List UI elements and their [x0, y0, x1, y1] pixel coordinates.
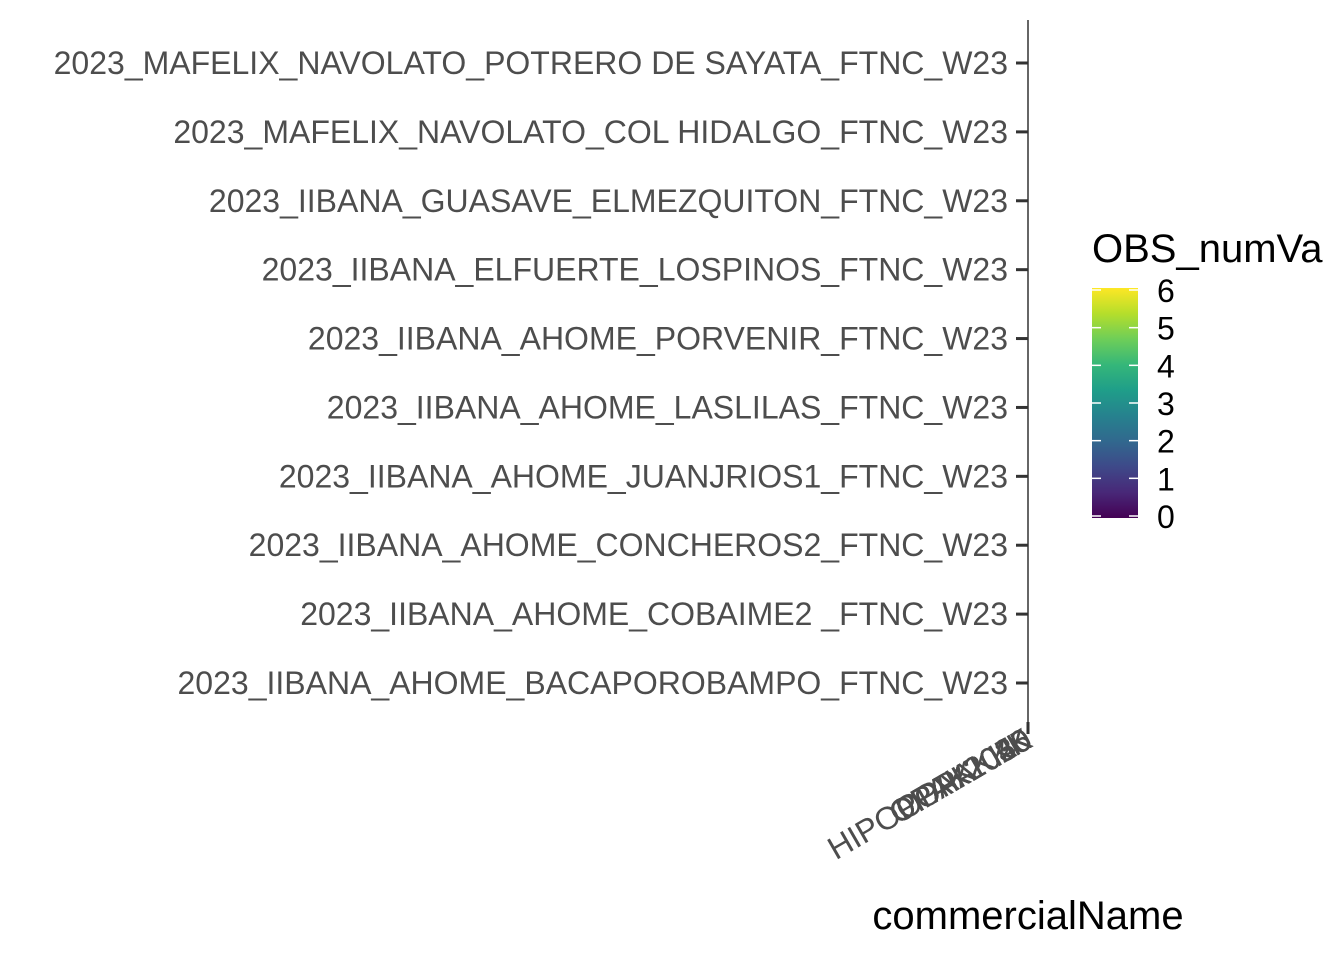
x-axis-title: commercialName	[872, 894, 1183, 938]
x-axis-tick-labels: HIPOPOPAKKKOPAKKKKOPAK2025OPAK2030OPAK20…	[821, 721, 1037, 867]
legend-tick-label: 0	[1157, 499, 1175, 535]
y-tick-label: 2023_IIBANA_ELFUERTE_LOSPINOS_FTNC_W23	[262, 252, 1008, 288]
x-tick-label: OPAK2050	[883, 721, 1038, 831]
y-tick-label: 2023_MAFELIX_NAVOLATO_POTRERO DE SAYATA_…	[54, 45, 1008, 81]
y-tick-label: 2023_IIBANA_GUASAVE_ELMEZQUITON_FTNC_W23	[209, 183, 1008, 219]
legend-title: OBS_numVa	[1092, 227, 1323, 271]
legend-tick-label: 3	[1157, 386, 1175, 422]
y-tick-label: 2023_MAFELIX_NAVOLATO_COL HIDALGO_FTNC_W…	[173, 114, 1008, 150]
legend-tick-label: 2	[1157, 424, 1175, 460]
y-tick-label: 2023_IIBANA_AHOME_CONCHEROS2_FTNC_W23	[249, 527, 1008, 563]
legend-tick-label: 5	[1157, 311, 1175, 347]
y-tick-label: 2023_IIBANA_AHOME_PORVENIR_FTNC_W23	[308, 321, 1008, 357]
y-axis-ticks: 2023_IIBANA_AHOME_BACAPOROBAMPO_FTNC_W23…	[54, 45, 1028, 701]
legend-tick-label: 1	[1157, 461, 1175, 497]
legend-tick-label: 4	[1157, 348, 1175, 384]
y-tick-label: 2023_IIBANA_AHOME_JUANJRIOS1_FTNC_W23	[279, 458, 1008, 494]
y-tick-label: 2023_IIBANA_AHOME_BACAPOROBAMPO_FTNC_W23	[178, 665, 1009, 701]
y-tick-label: 2023_IIBANA_AHOME_COBAIME2 _FTNC_W23	[300, 596, 1008, 632]
legend-tick-label: 6	[1157, 273, 1175, 309]
y-tick-label: 2023_IIBANA_AHOME_LASLILAS_FTNC_W23	[327, 389, 1008, 425]
